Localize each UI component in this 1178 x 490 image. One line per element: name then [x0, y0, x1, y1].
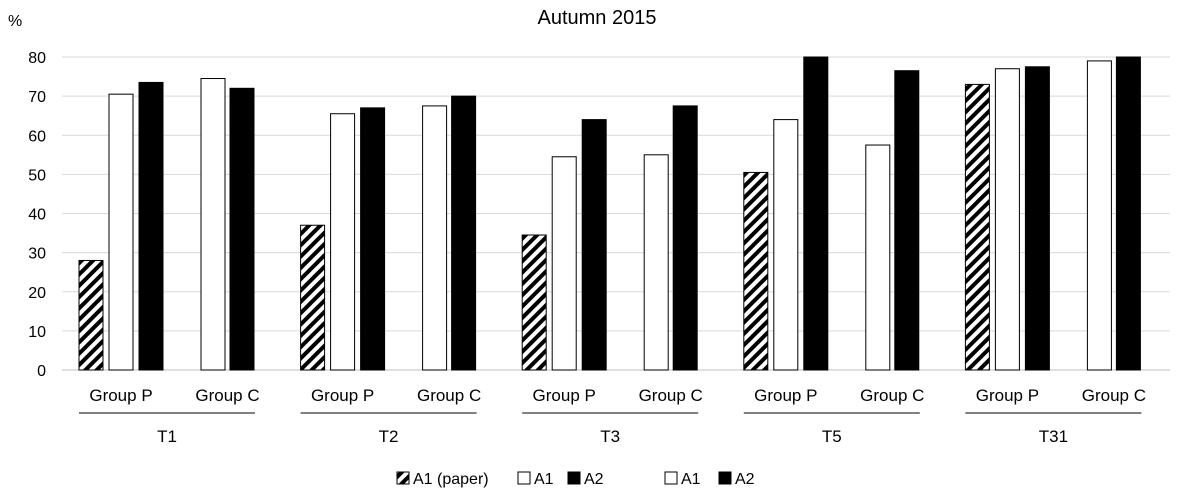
bar-t31-group-c-a2	[1115, 56, 1141, 371]
subgroup-label: Group C	[417, 386, 481, 405]
bar-t5-group-c-a1	[865, 144, 891, 371]
bar-t2-group-p-a1-paper	[300, 224, 326, 371]
period-label: T3	[600, 427, 620, 446]
legend-swatch	[517, 471, 531, 485]
period-label: T1	[157, 427, 177, 446]
legend: A1 (paper) A1 A2 A1 A2	[396, 471, 755, 488]
subgroup-label: Group P	[89, 386, 152, 405]
bar-t2-group-p-a1	[330, 113, 356, 371]
period-label: T5	[822, 427, 842, 446]
y-tick-label: 50	[28, 167, 46, 184]
period-label: T31	[1039, 427, 1068, 446]
x-axis-labels: Group P Group C T1 Group P Group C T2 Group P G…	[79, 386, 1146, 446]
subgroup-label: Group C	[1082, 386, 1146, 405]
bar-t5-group-c-a2	[894, 70, 920, 371]
bar-t2-group-c-a2	[451, 95, 477, 371]
period-label: T2	[379, 427, 399, 446]
bar-t1-group-c-a2	[229, 87, 255, 371]
bar-t31-group-p-a1-paper	[964, 83, 990, 371]
bar-t3-group-p-a2	[581, 119, 607, 371]
legend-swatch	[567, 471, 581, 485]
subgroup-label: Group C	[195, 386, 259, 405]
legend-label: A1 (paper)	[413, 471, 489, 488]
y-tick-label: 70	[28, 89, 46, 106]
y-tick-label: 40	[28, 207, 46, 224]
subgroup-label: Group P	[533, 386, 596, 405]
bars	[78, 56, 1141, 371]
bar-t1-group-p-a1	[108, 93, 134, 371]
bar-t31-group-c-a1	[1086, 60, 1112, 371]
subgroup-label: Group P	[976, 386, 1039, 405]
bar-t3-group-c-a2	[672, 105, 698, 371]
legend-swatch	[664, 471, 678, 485]
legend-swatch	[718, 471, 732, 485]
y-tick-label: 60	[28, 128, 46, 145]
bar-t1-group-p-a1-paper	[78, 259, 104, 371]
legend-label: A1	[681, 471, 701, 488]
y-tick-label: 80	[28, 50, 46, 67]
bar-t2-group-c-a1	[422, 105, 448, 371]
bar-t3-group-p-a1	[551, 156, 577, 371]
legend-label: A2	[735, 471, 755, 488]
subgroup-label: Group P	[311, 386, 374, 405]
bar-t1-group-c-a1	[200, 78, 226, 371]
subgroup-label: Group P	[754, 386, 817, 405]
y-tick-label: 10	[28, 324, 46, 341]
bar-t31-group-p-a1	[994, 68, 1020, 371]
bar-t3-group-p-a1-paper	[521, 234, 547, 371]
bar-t3-group-c-a1	[643, 154, 669, 371]
bar-t5-group-p-a1-paper	[743, 171, 769, 371]
legend-label: A1	[534, 471, 554, 488]
bar-t2-group-p-a2	[360, 107, 386, 371]
y-tick-label: 30	[28, 246, 46, 263]
y-tick-label: 0	[37, 363, 46, 380]
bar-t5-group-p-a1	[773, 119, 799, 371]
subgroup-label: Group C	[860, 386, 924, 405]
y-axis-unit-label: %	[8, 13, 22, 30]
y-axis-ticks: 0 10 20 30 40 50 60 70 80	[28, 50, 46, 380]
bar-t31-group-p-a2	[1024, 66, 1050, 371]
bar-t5-group-p-a2	[803, 56, 829, 371]
legend-label: A2	[584, 471, 604, 488]
bar-t1-group-p-a2	[138, 81, 164, 371]
subgroup-label: Group C	[639, 386, 703, 405]
chart-title: Autumn 2015	[538, 7, 657, 29]
y-tick-label: 20	[28, 285, 46, 302]
legend-swatch	[396, 471, 410, 485]
